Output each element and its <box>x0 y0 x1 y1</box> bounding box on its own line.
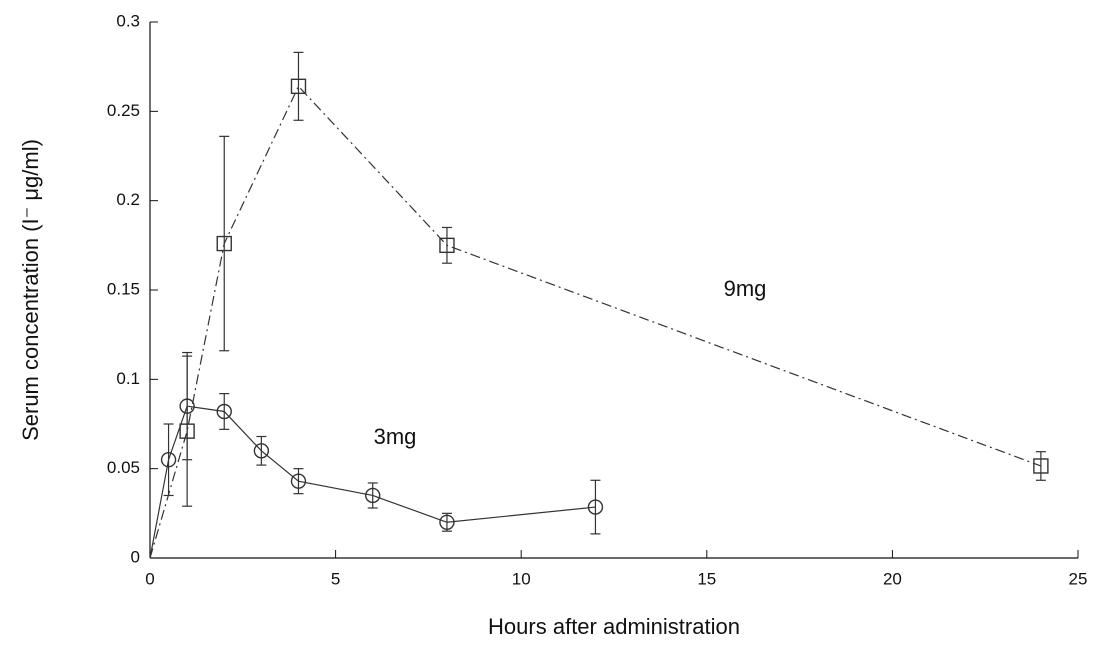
marker <box>160 452 177 468</box>
error-bar <box>367 482 378 509</box>
y-tick-label: 0.3 <box>116 11 140 30</box>
error-bar <box>441 226 452 264</box>
y-tick-label: 0.05 <box>107 458 140 477</box>
x-tick-label: 10 <box>512 569 531 588</box>
x-tick-label: 25 <box>1069 569 1088 588</box>
y-tick-label: 0 <box>131 547 140 566</box>
x-tick-label: 20 <box>883 569 902 588</box>
error-bar <box>1035 451 1046 481</box>
error-bar <box>163 423 174 497</box>
marker <box>253 443 270 459</box>
error-bar <box>219 135 230 352</box>
marker <box>587 499 604 515</box>
marker <box>290 78 307 95</box>
error-bar <box>590 479 601 535</box>
marker <box>216 403 232 420</box>
error-bar <box>182 351 193 461</box>
marker <box>365 487 381 504</box>
error-bar <box>293 51 304 121</box>
series-line <box>149 85 1042 559</box>
y-tick-label: 0.2 <box>116 190 140 209</box>
y-tick-label: 0.1 <box>116 369 140 388</box>
error-bar <box>219 393 230 430</box>
annotation: 9mg <box>724 276 767 301</box>
marker <box>290 473 307 489</box>
y-axis-title: Serum concentration (I⁻ μg/ml) <box>18 139 43 441</box>
marker <box>179 398 195 414</box>
marker <box>439 514 455 530</box>
annotation: 3mg <box>374 424 417 449</box>
x-tick-label: 5 <box>331 569 340 588</box>
x-axis-title: Hours after administration <box>488 614 740 639</box>
marker <box>216 235 232 252</box>
x-tick-label: 0 <box>145 569 154 588</box>
y-tick-label: 0.25 <box>107 101 140 120</box>
error-bar <box>441 512 452 532</box>
marker <box>1033 458 1049 474</box>
marker <box>439 237 455 254</box>
error-bar <box>256 435 267 466</box>
y-tick-label: 0.15 <box>107 279 140 298</box>
error-bar <box>293 468 304 495</box>
x-tick-label: 15 <box>697 569 716 588</box>
